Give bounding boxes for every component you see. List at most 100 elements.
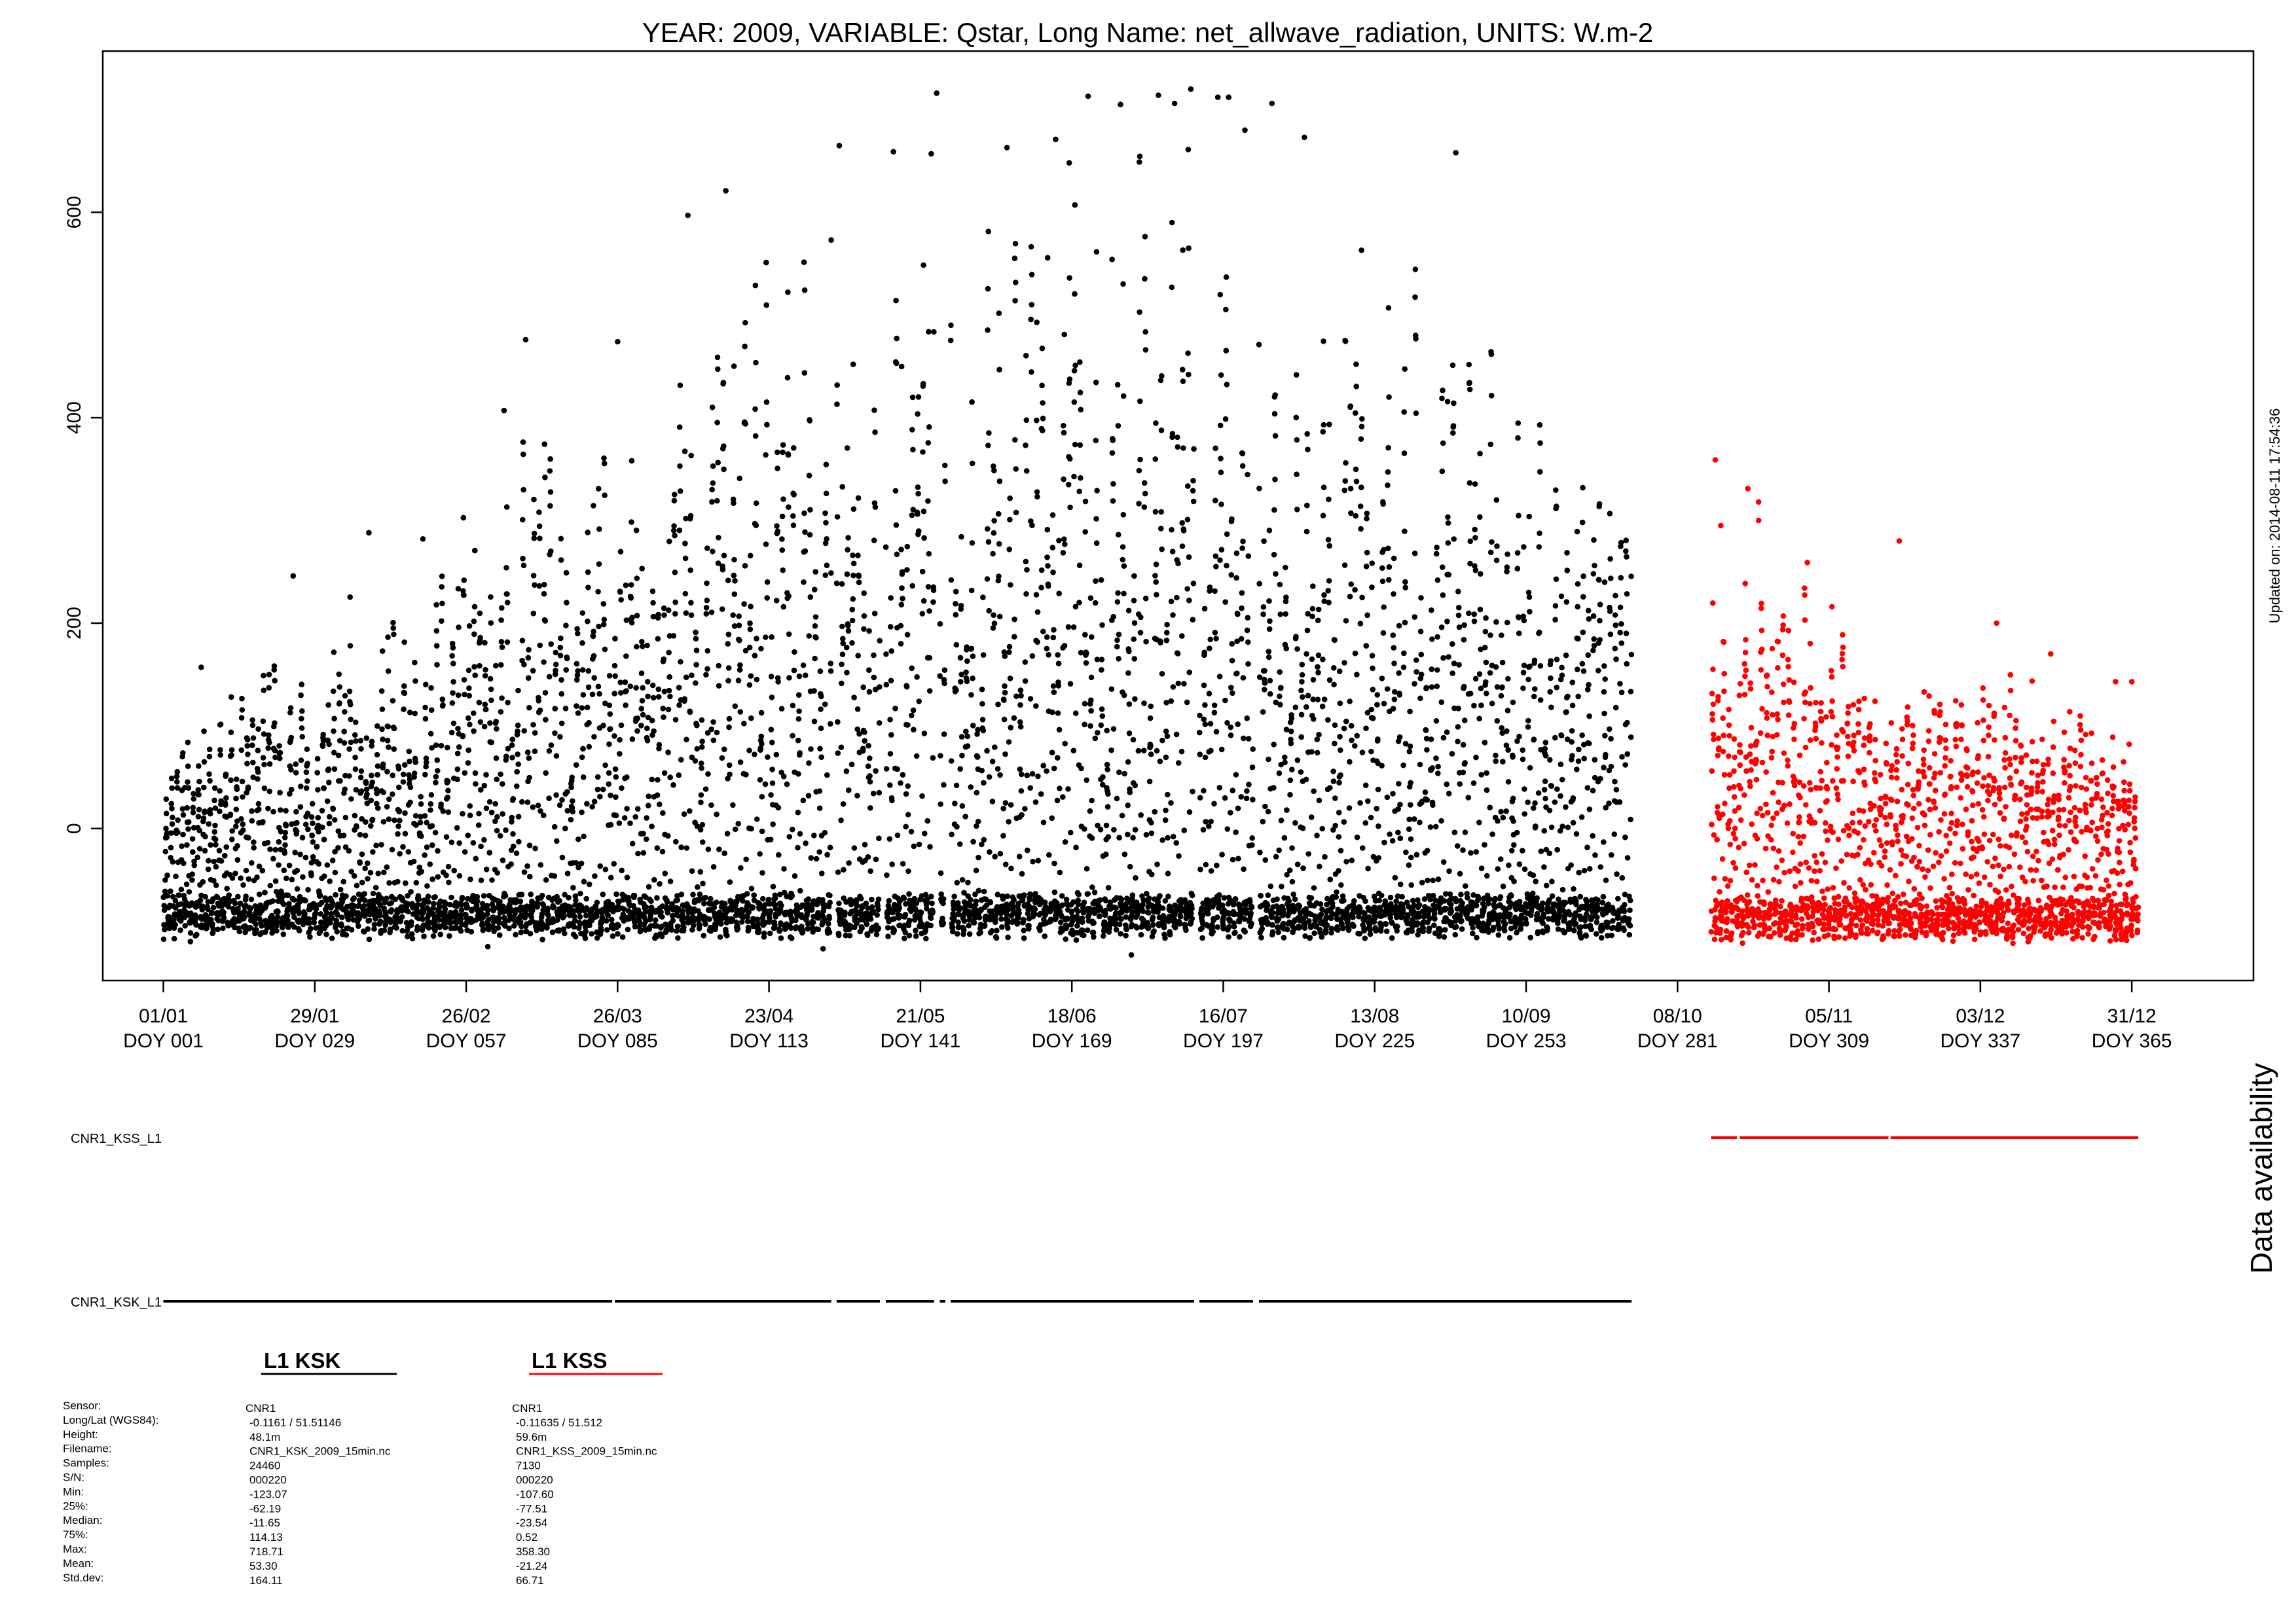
data-point [472, 672, 478, 678]
data-point [1201, 682, 1207, 689]
data-point [369, 738, 375, 745]
data-point [1230, 787, 1236, 793]
data-point [1065, 916, 1070, 922]
data-point [1001, 697, 1007, 703]
data-point [969, 460, 975, 467]
data-point [527, 930, 534, 937]
data-point [1167, 905, 1174, 911]
data-point [282, 842, 288, 848]
data-point [1136, 467, 1142, 474]
data-point [941, 680, 947, 687]
data-point [381, 869, 387, 876]
data-point [294, 820, 300, 826]
data-point [951, 906, 957, 912]
data-point [1044, 526, 1051, 533]
data-point [1070, 899, 1076, 905]
data-point [460, 514, 467, 521]
data-point [1082, 632, 1088, 638]
data-point [954, 931, 960, 937]
data-point [1197, 712, 1203, 719]
data-point [1222, 697, 1228, 704]
data-point [288, 767, 294, 773]
data-point [1241, 735, 1247, 742]
data-point [1257, 850, 1263, 856]
data-point [1278, 818, 1285, 823]
data-point [855, 653, 861, 659]
data-point [1162, 935, 1168, 941]
x-tick-date: 29/01 [290, 1005, 339, 1027]
data-point [580, 692, 587, 698]
data-point [800, 662, 807, 668]
data-point [764, 422, 770, 428]
data-point [1281, 835, 1288, 841]
data-point [483, 666, 488, 673]
data-point [1061, 536, 1067, 542]
data-point [849, 617, 856, 624]
data-point [743, 772, 749, 778]
data-point [1089, 634, 1095, 640]
data-point [802, 548, 809, 554]
data-point [987, 849, 993, 855]
data-point [797, 750, 803, 756]
data-point [535, 900, 541, 906]
data-point [509, 819, 515, 825]
data-point [575, 668, 581, 674]
data-point [996, 310, 1002, 316]
data-point [246, 876, 252, 882]
data-point [980, 727, 987, 734]
data-point [797, 888, 803, 894]
data-point [451, 867, 457, 874]
data-point [414, 924, 420, 930]
data-point [557, 644, 564, 651]
data-point [1249, 835, 1255, 841]
data-point [183, 909, 189, 915]
data-point [618, 597, 624, 603]
data-point [254, 874, 260, 880]
data-point [979, 767, 985, 774]
data-point [1049, 512, 1056, 518]
data-point [244, 736, 251, 743]
data-point [779, 536, 785, 542]
data-point [462, 849, 468, 855]
data-point [460, 588, 466, 594]
data-point [554, 838, 560, 844]
data-point [957, 905, 963, 911]
data-point [1151, 928, 1157, 934]
data-point [340, 878, 346, 885]
data-point [1223, 274, 1230, 280]
data-point [195, 814, 202, 820]
data-point [1090, 929, 1097, 935]
data-point [577, 890, 583, 897]
data-point [735, 926, 741, 932]
data-point [450, 720, 457, 727]
data-point [1201, 649, 1207, 655]
data-point [1165, 893, 1171, 899]
data-point [498, 771, 503, 778]
data-point [926, 424, 932, 430]
data-point [1065, 482, 1072, 488]
data-point [1015, 914, 1022, 921]
data-point [1074, 929, 1080, 936]
data-point [1180, 445, 1186, 451]
data-point [989, 759, 996, 765]
data-point [280, 931, 287, 937]
data-point [266, 685, 272, 691]
data-point [211, 797, 217, 804]
data-point [1222, 795, 1228, 801]
data-point [1023, 442, 1029, 448]
data-point [202, 848, 208, 854]
data-point [644, 642, 650, 649]
data-point [788, 935, 795, 941]
data-point [1114, 795, 1120, 802]
data-point [272, 846, 279, 853]
data-point [640, 712, 646, 718]
data-point [405, 849, 412, 855]
data-point [465, 760, 471, 766]
data-point [1226, 924, 1232, 930]
data-point [667, 693, 673, 700]
data-point [949, 831, 955, 838]
data-point [547, 456, 553, 462]
data-point [520, 439, 526, 445]
data-point [558, 635, 564, 641]
data-point [505, 700, 511, 706]
